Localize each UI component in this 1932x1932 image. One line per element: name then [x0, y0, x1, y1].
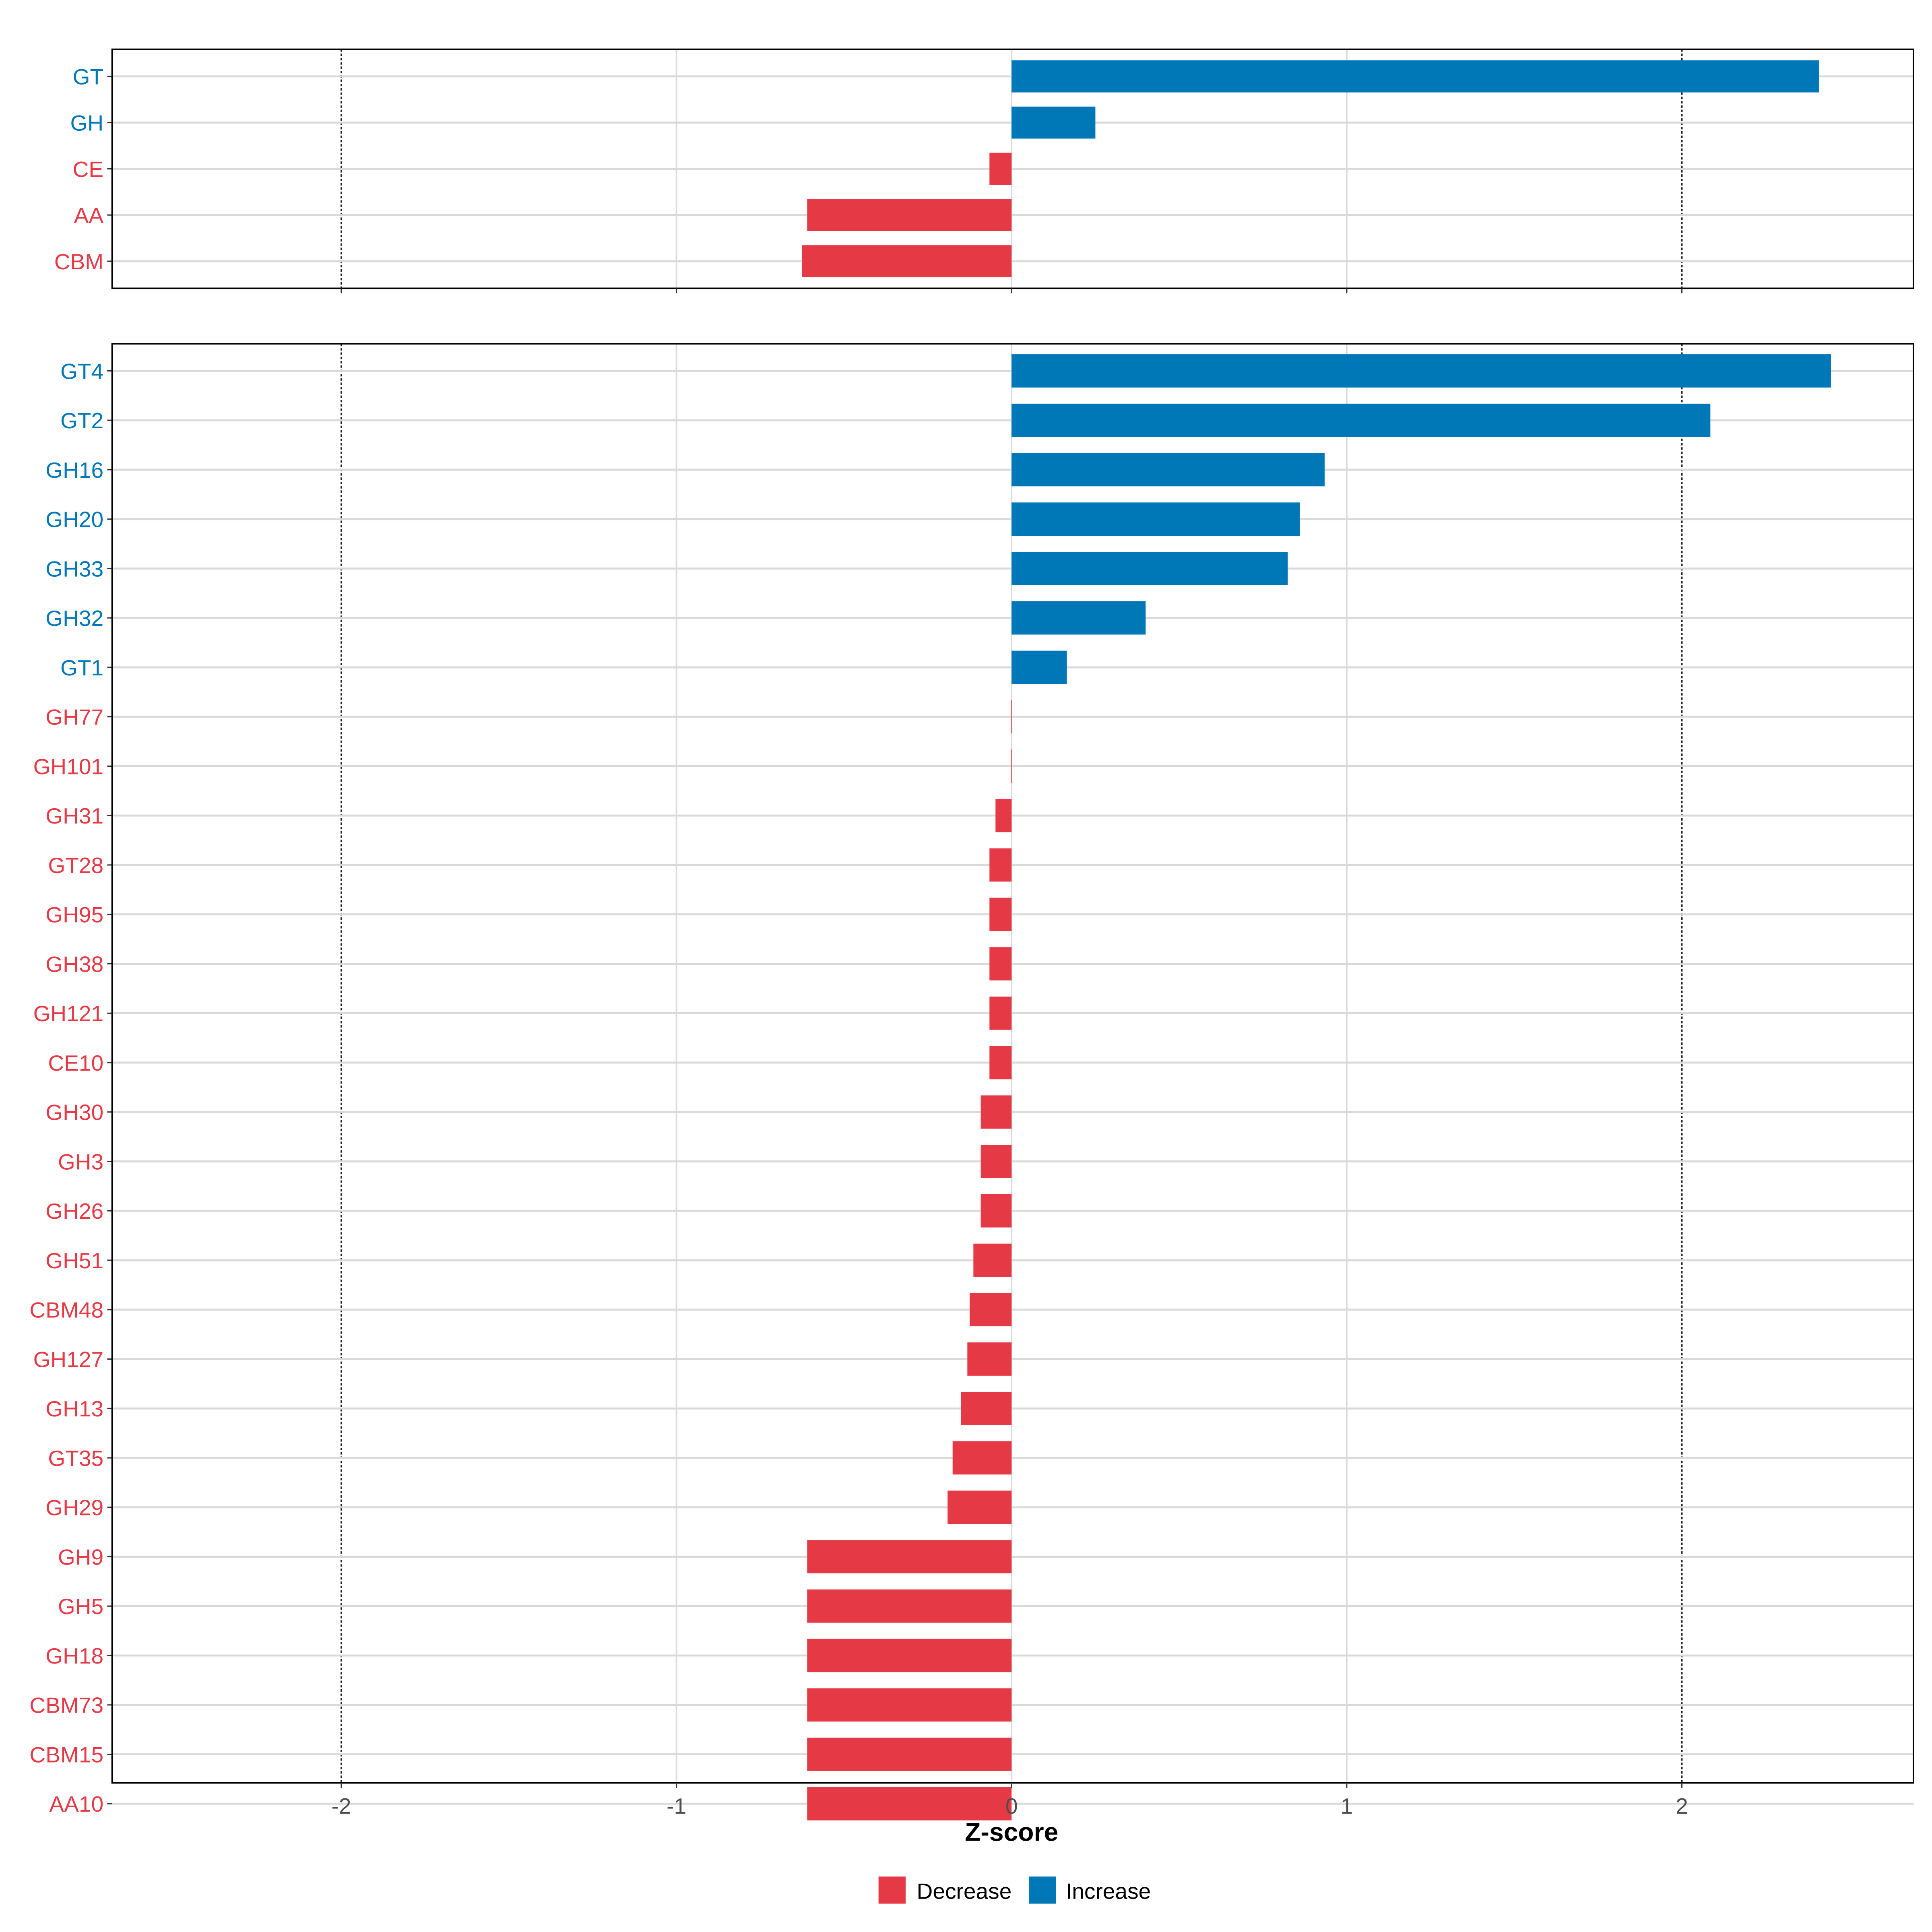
y-tick-label: GH29 — [45, 1495, 103, 1520]
bar-GH13 — [961, 1391, 1012, 1425]
y-tick-label: GH — [70, 110, 104, 135]
y-tick-label: GT1 — [60, 655, 103, 680]
bar-GT2 — [1011, 403, 1711, 437]
x-tick-label: 2 — [1676, 1794, 1688, 1818]
y-tick-label: GH32 — [45, 606, 103, 631]
y-tick-label: CE10 — [48, 1051, 103, 1075]
bar-GT — [1011, 60, 1819, 93]
panel-top: GT GH CE AA CBM — [54, 48, 1914, 293]
bar-GH5 — [807, 1589, 1012, 1623]
bar-GH3 — [980, 1145, 1012, 1178]
y-tick-label: CBM48 — [29, 1298, 103, 1323]
y-tick-label: GH38 — [45, 952, 103, 976]
y-tick-label: GT28 — [48, 853, 103, 878]
bar-GT1 — [1011, 650, 1067, 684]
y-tick-label: GH95 — [45, 902, 103, 927]
bar-GH30 — [980, 1095, 1012, 1129]
bar-GT28 — [989, 848, 1012, 882]
x-axis: -2 -1 0 1 2 — [331, 1794, 1688, 1818]
bar-CE10 — [989, 1046, 1012, 1080]
y-tick-label: GH31 — [45, 803, 103, 828]
y-tick-label: GT2 — [60, 408, 103, 433]
bar-CBM15 — [807, 1738, 1012, 1771]
x-tick-label: -1 — [667, 1794, 686, 1818]
y-tick-label: GH77 — [45, 705, 103, 730]
y-tick-label: GH9 — [58, 1544, 103, 1569]
legend-label-increase: Increase — [1066, 1878, 1151, 1903]
y-tick-label: GH101 — [33, 754, 104, 779]
bar-GH29 — [947, 1490, 1012, 1524]
bar-GT4 — [1011, 354, 1831, 388]
bar-GH16 — [1011, 453, 1325, 487]
legend-swatch-decrease — [878, 1876, 906, 1904]
bar-GH9 — [807, 1540, 1012, 1573]
bar-GH20 — [1011, 502, 1300, 536]
bar-CBM — [802, 245, 1012, 277]
y-tick-label: GH30 — [45, 1100, 103, 1125]
bar-AA10 — [807, 1787, 1012, 1821]
y-tick-label: CBM — [54, 249, 103, 274]
y-tick-label: GT4 — [60, 359, 103, 384]
y-tick-label: GH127 — [33, 1347, 104, 1372]
bar-GH51 — [973, 1243, 1012, 1277]
bar-GH — [1011, 106, 1096, 139]
legend-label-decrease: Decrease — [917, 1878, 1012, 1903]
x-axis-label: Z-score — [965, 1817, 1058, 1846]
bar-GH31 — [995, 799, 1012, 832]
bar-AA — [807, 199, 1012, 231]
bar-GH121 — [989, 996, 1012, 1030]
y-tick-label: GH121 — [33, 1001, 104, 1026]
y-tick-label: GH16 — [45, 458, 103, 483]
bar-GH127 — [967, 1342, 1012, 1376]
bar-CE — [989, 153, 1012, 185]
bar-GT35 — [952, 1441, 1012, 1475]
y-tick-label: GH51 — [45, 1248, 103, 1273]
legend: Decrease Increase — [878, 1876, 1151, 1904]
y-tick-label: CE — [73, 157, 104, 182]
y-tick-label: GH18 — [45, 1643, 103, 1668]
bar-GH38 — [989, 947, 1012, 980]
y-tick-label: GH33 — [45, 556, 103, 581]
y-tick-label: GH26 — [45, 1199, 103, 1224]
panel-border — [111, 48, 1914, 289]
y-tick-label: GH3 — [58, 1149, 103, 1174]
y-tick-label: GH5 — [58, 1594, 103, 1619]
x-tick-label: -2 — [331, 1794, 351, 1818]
bar-GH33 — [1011, 552, 1288, 585]
y-tick-label: AA10 — [49, 1792, 103, 1816]
x-tick-label: 0 — [1005, 1794, 1018, 1818]
bar-GH26 — [980, 1194, 1012, 1228]
y-tick-label: GH13 — [45, 1396, 103, 1421]
bar-GH101 — [1011, 749, 1012, 783]
x-tick-label: 1 — [1341, 1794, 1353, 1818]
y-tick-label: CBM15 — [29, 1742, 103, 1767]
panel-bottom: GT4GT2GH16GH20GH33GH32GT1GH77GH101GH31GT… — [29, 343, 1914, 1821]
bar-GH32 — [1011, 601, 1146, 635]
y-tick-label: GT — [73, 64, 104, 89]
y-tick-label: GH20 — [45, 507, 103, 532]
legend-swatch-increase — [1029, 1876, 1056, 1904]
panel-border — [111, 343, 1914, 1784]
y-tick-label: GT35 — [48, 1446, 103, 1471]
bar-GH18 — [807, 1639, 1012, 1672]
y-tick-label: CBM73 — [29, 1693, 103, 1718]
bar-GH77 — [1011, 700, 1012, 734]
bar-CBM73 — [807, 1688, 1012, 1722]
bar-GH95 — [989, 898, 1012, 931]
y-tick-label: AA — [74, 203, 104, 228]
bar-CBM48 — [970, 1293, 1012, 1327]
